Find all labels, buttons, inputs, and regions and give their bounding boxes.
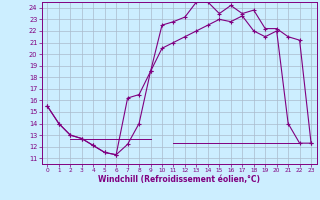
X-axis label: Windchill (Refroidissement éolien,°C): Windchill (Refroidissement éolien,°C)	[98, 175, 260, 184]
